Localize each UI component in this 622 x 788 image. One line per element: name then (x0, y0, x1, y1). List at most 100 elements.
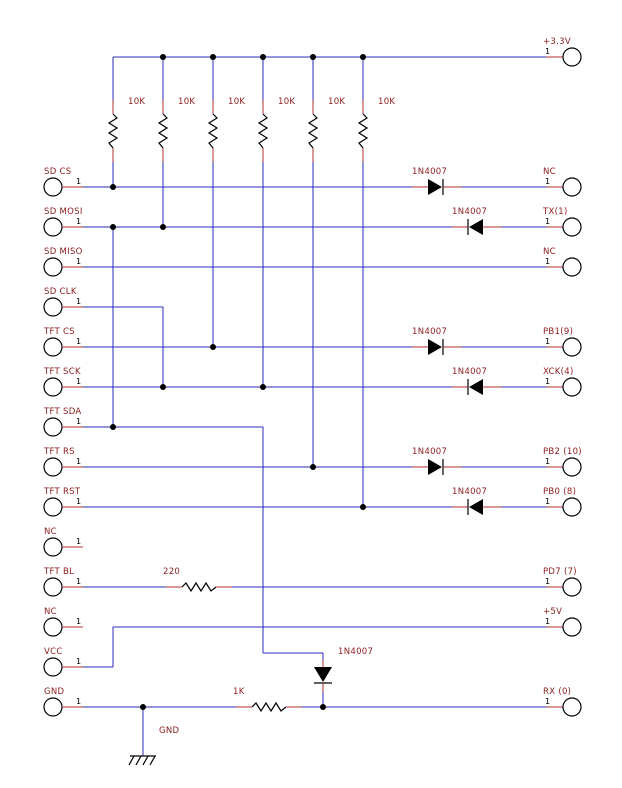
connector-sd-miso: SD MISO 1 (43, 247, 83, 277)
pin-number: 1 (76, 577, 81, 586)
left-connectors: SD CS 1 SD MOSI 1 SD MISO 1 SD CLK 1 TFT… (43, 167, 83, 717)
connector-sd-mosi: SD MOSI 1 (43, 207, 83, 237)
connector-label: TFT CS (43, 327, 75, 337)
connector-nc-1: NC 1 (43, 527, 83, 557)
resistor-2 (157, 113, 169, 149)
resistor-value-label: 10K (378, 97, 395, 107)
connector-label: PB0 (8) (543, 487, 576, 497)
diode-6 (452, 499, 502, 515)
pin-number: 1 (76, 297, 81, 306)
pin-number: 1 (545, 337, 550, 346)
ground-symbol: GND (128, 726, 180, 766)
resistor-value-label: 10K (228, 97, 245, 107)
connector-pb2: PB2 (10) 1 (543, 447, 582, 477)
junction-dots (110, 54, 366, 710)
pullup-resistors (107, 113, 369, 149)
pin-number: 1 (545, 457, 550, 466)
pin-number: 1 (545, 377, 550, 386)
connector-3v3: +3.3V 1 (543, 37, 582, 67)
connector-label: NC (44, 527, 57, 537)
connector-label: TFT RS (43, 447, 75, 457)
connector-nc-right-1: NC 1 (543, 167, 582, 197)
connector-tft-rst: TFT RST 1 (43, 487, 83, 517)
right-connectors: +3.3V 1 NC 1 TX(1) 1 NC 1 PB1(9) 1 (542, 37, 582, 717)
connector-label: PB1(9) (543, 327, 573, 337)
connector-label: +5V (543, 607, 562, 617)
resistor-backlight-label: 220 (163, 567, 180, 577)
connector-label: VCC (44, 647, 63, 657)
diode-label: 1N4007 (412, 447, 447, 457)
connector-pd7: PD7 (7) 1 (543, 567, 582, 597)
pin-number: 1 (545, 577, 550, 586)
connector-nc-2: NC 1 (43, 607, 83, 637)
connector-nc-right-2: NC 1 (543, 247, 582, 277)
wires (83, 56, 546, 756)
resistor-rx-label: 1K (233, 687, 245, 697)
diode-3 (412, 339, 462, 355)
pin-number: 1 (76, 697, 81, 706)
resistor-5 (307, 113, 319, 149)
resistor-backlight (181, 581, 217, 593)
connector-label: SD MISO (44, 247, 83, 257)
resistor-value-label: 10K (278, 97, 295, 107)
pin-number: 1 (545, 617, 550, 626)
pin-number: 1 (76, 257, 81, 266)
pin-number: 1 (545, 47, 550, 56)
resistor-6 (357, 113, 369, 149)
connector-label: RX (0) (543, 687, 571, 697)
diode-1 (412, 179, 462, 195)
connector-tft-sda: TFT SDA 1 (43, 407, 83, 437)
connector-vcc: VCC 1 (43, 647, 83, 677)
series-resistors: 220 1K (163, 567, 302, 713)
connector-label: TFT BL (43, 567, 74, 577)
pin-number: 1 (545, 177, 550, 186)
connector-pb0: PB0 (8) 1 (543, 487, 582, 517)
connector-label: TFT SCK (43, 367, 81, 377)
pin-number: 1 (76, 217, 81, 226)
resistor-value-label: 10K (128, 97, 145, 107)
diode-2 (452, 219, 502, 235)
pin-number: 1 (545, 217, 550, 226)
connector-label: SD CLK (44, 287, 77, 297)
pin-number: 1 (545, 497, 550, 506)
diode-label: 1N4007 (452, 367, 487, 377)
connector-gnd: GND 1 (43, 687, 83, 717)
diode-label: 1N4007 (412, 327, 447, 337)
resistor-leads (112, 100, 364, 162)
pin-number: 1 (76, 457, 81, 466)
pin-number: 1 (76, 657, 81, 666)
connector-tft-cs: TFT CS 1 (43, 327, 83, 357)
pin-number: 1 (76, 497, 81, 506)
pin-number: 1 (76, 537, 81, 546)
resistor-value-label: 10K (178, 97, 195, 107)
connector-label: TFT SDA (43, 407, 82, 417)
diodes (314, 179, 502, 692)
connector-rx: RX (0) 1 (543, 687, 582, 717)
pin-number: 1 (545, 697, 550, 706)
resistor-value-label: 10K (328, 97, 345, 107)
ground-label: GND (159, 726, 180, 736)
connector-label: PD7 (7) (543, 567, 577, 577)
pin-number: 1 (76, 177, 81, 186)
pin-number: 1 (545, 257, 550, 266)
connector-tft-bl: TFT BL 1 (43, 567, 83, 597)
connector-label: +3.3V (543, 37, 571, 47)
diode-4 (452, 379, 502, 395)
connector-sd-clk: SD CLK 1 (43, 287, 83, 317)
pin-number: 1 (76, 617, 81, 626)
resistor-4 (257, 113, 269, 149)
connector-label: TFT RST (43, 487, 81, 497)
connector-label: NC (44, 607, 57, 617)
connector-tft-sck: TFT SCK 1 (43, 367, 83, 397)
connector-xck: XCK(4) 1 (543, 367, 582, 397)
diode-7 (314, 660, 332, 692)
resistor-3 (207, 113, 219, 149)
connector-tft-rs: TFT RS 1 (43, 447, 83, 477)
diode-labels: 1N4007 1N4007 1N4007 1N4007 1N4007 1N400… (338, 167, 487, 657)
connector-tx: TX(1) 1 (542, 207, 582, 237)
diode-label: 1N4007 (338, 647, 373, 657)
pin-number: 1 (76, 417, 81, 426)
connector-label: PB2 (10) (543, 447, 582, 457)
connector-label: NC (543, 167, 556, 177)
